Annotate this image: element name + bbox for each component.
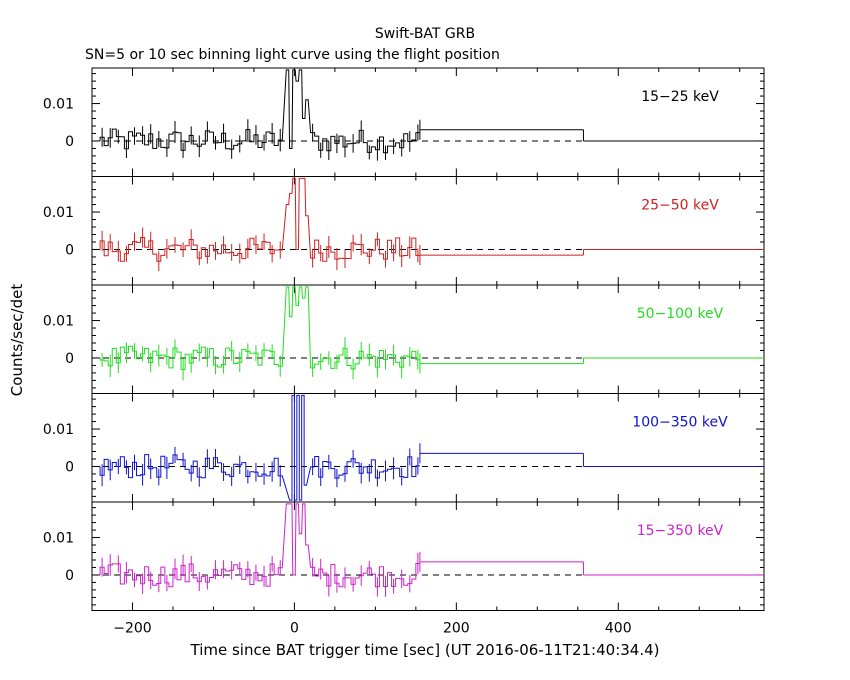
y-tick-label: 0 xyxy=(65,351,74,367)
panel-frame xyxy=(91,176,765,286)
band-label: 50−100 keV xyxy=(637,306,724,322)
panel-1: 0 0.01 15−25 keV xyxy=(43,67,765,177)
y-tick-label: 0.01 xyxy=(43,422,74,438)
panel-4: 0 0.01 100−350 keV xyxy=(43,393,765,503)
light-curve xyxy=(99,286,420,370)
y-axis-label: Counts/sec/det xyxy=(8,284,26,397)
x-tick-label: 200 xyxy=(443,621,470,637)
light-curve xyxy=(99,177,420,262)
panel-frame xyxy=(91,67,765,177)
x-tick-label: −200 xyxy=(113,621,151,637)
panel-5: 0 0.01 15−350 keV xyxy=(43,501,765,611)
y-tick-label: 0 xyxy=(65,459,74,475)
band-label: 100−350 keV xyxy=(632,415,728,431)
y-tick-label: 0.01 xyxy=(43,531,74,547)
panel-frame xyxy=(91,501,765,611)
panel-frame xyxy=(91,393,765,503)
panel-2: 0 0.01 25−50 keV xyxy=(43,176,765,286)
y-tick-label: 0.01 xyxy=(43,97,74,113)
light-curve xyxy=(99,69,420,154)
chart-subtitle: SN=5 or 10 sec binning light curve using… xyxy=(85,47,500,63)
light-curve xyxy=(99,394,420,501)
chart-title: Swift-BAT GRB xyxy=(375,26,475,42)
y-tick-label: 0 xyxy=(65,242,74,258)
light-curve xyxy=(99,503,420,588)
panels-group: 0 0.01 15−25 keV 0 0.01 25−50 keV 0 0.01 50−100 … xyxy=(43,67,765,637)
x-tick-label: 400 xyxy=(605,621,632,637)
band-label: 15−25 keV xyxy=(641,89,719,105)
band-label: 25−50 keV xyxy=(641,198,719,214)
y-tick-label: 0.01 xyxy=(43,314,74,330)
panel-3: 0 0.01 50−100 keV xyxy=(43,284,765,394)
x-axis-label: Time since BAT trigger time [sec] (UT 20… xyxy=(190,641,660,659)
band-label: 15−350 keV xyxy=(637,523,724,539)
y-tick-label: 0 xyxy=(65,134,74,150)
y-tick-label: 0.01 xyxy=(43,205,74,221)
y-tick-label: 0 xyxy=(65,568,74,584)
panel-frame xyxy=(91,284,765,394)
x-tick-label: 0 xyxy=(290,621,299,637)
